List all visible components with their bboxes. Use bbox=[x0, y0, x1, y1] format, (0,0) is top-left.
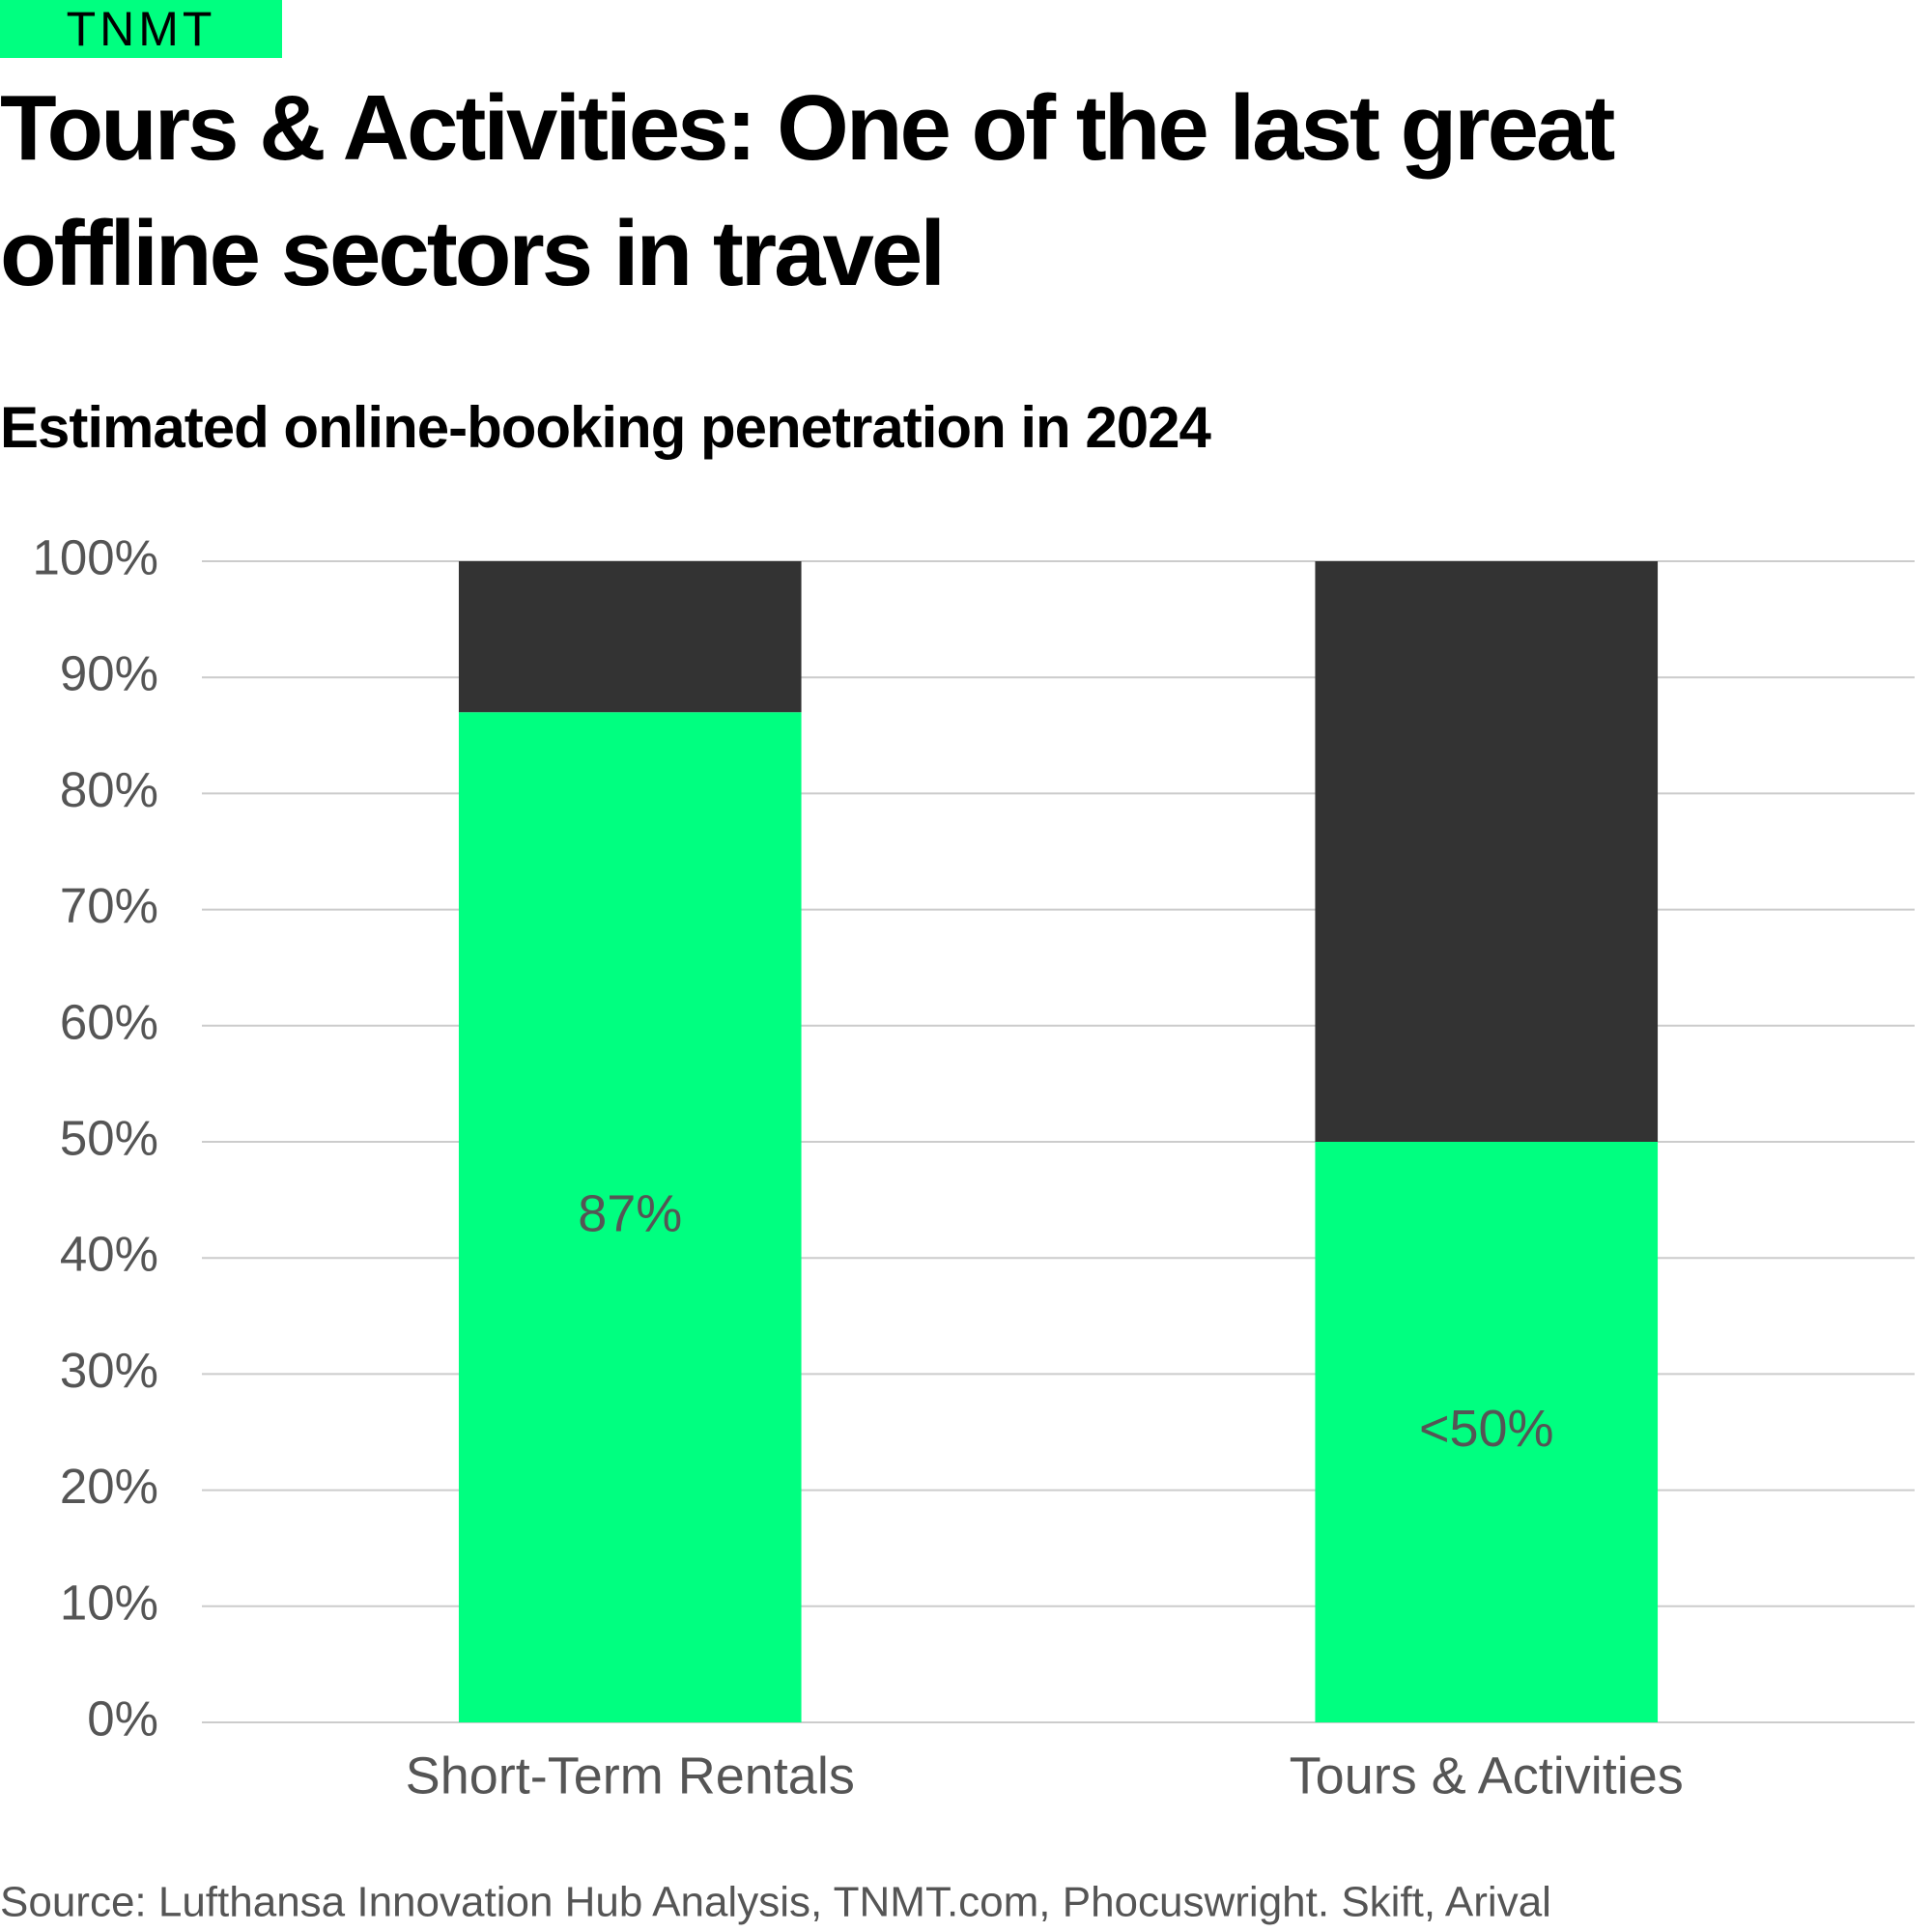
x-tick-label: Short-Term Rentals bbox=[406, 1747, 855, 1804]
y-tick-label: 70% bbox=[60, 878, 158, 933]
bar-segment bbox=[458, 712, 802, 1722]
y-tick-label: 0% bbox=[87, 1690, 158, 1746]
y-tick-label: 20% bbox=[60, 1459, 158, 1514]
y-tick-label: 60% bbox=[60, 994, 158, 1049]
y-tick-label: 10% bbox=[60, 1575, 158, 1630]
y-tick-label: 50% bbox=[60, 1110, 158, 1165]
source-note: Source: Lufthansa Innovation Hub Analysi… bbox=[0, 1879, 1551, 1926]
brand-logo: TNMT bbox=[0, 0, 282, 58]
y-tick-label: 80% bbox=[60, 762, 158, 817]
data-label: 87% bbox=[578, 1184, 682, 1242]
y-tick-label: 30% bbox=[60, 1343, 158, 1398]
bar-segment bbox=[1315, 561, 1659, 1142]
data-label: <50% bbox=[1419, 1400, 1554, 1458]
y-tick-label: 90% bbox=[60, 646, 158, 701]
chart-title: Tours & Activities: One of the last grea… bbox=[0, 76, 1615, 305]
bar-segment bbox=[458, 561, 802, 713]
y-tick-label: 40% bbox=[60, 1227, 158, 1282]
y-tick-label: 100% bbox=[33, 529, 158, 584]
bar-segment bbox=[1315, 1142, 1659, 1722]
chart-subtitle: Estimated online-booking penetration in … bbox=[0, 395, 1211, 460]
x-tick-label: Tours & Activities bbox=[1290, 1747, 1684, 1804]
